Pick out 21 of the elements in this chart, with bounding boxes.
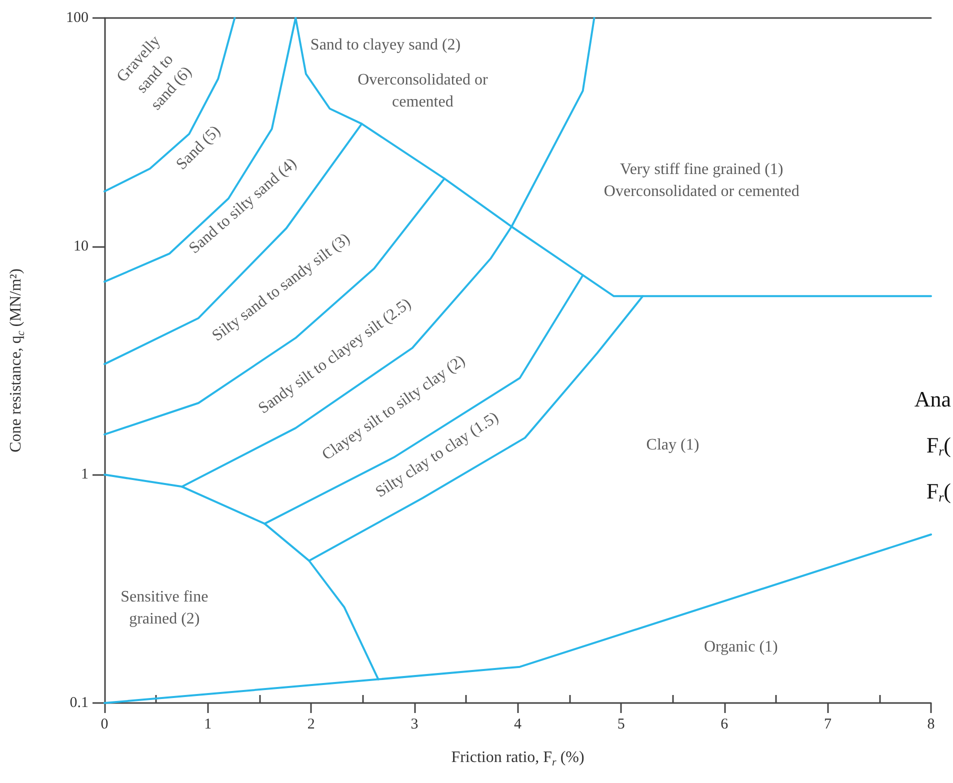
annotation: Ana bbox=[914, 386, 952, 412]
annotation: Overconsolidated or cemented bbox=[358, 71, 488, 110]
x-tick-label: 5 bbox=[617, 716, 625, 732]
x-tick-label: 2 bbox=[307, 716, 315, 732]
y-tick-label: 0.1 bbox=[70, 695, 88, 711]
y-tick-label: 100 bbox=[66, 10, 88, 26]
x-tick-label: 7 bbox=[824, 716, 832, 732]
annotation: Organic (1) bbox=[704, 638, 778, 656]
x-tick-label: 3 bbox=[410, 716, 418, 732]
annotation: Sensitive fine grained (2) bbox=[120, 588, 208, 628]
x-tick-label: 4 bbox=[514, 716, 522, 732]
x-tick-label: 8 bbox=[927, 716, 935, 732]
x-tick-label: 0 bbox=[100, 716, 108, 732]
y-tick-label: 1 bbox=[81, 466, 88, 483]
y-axis-title: Cone resistance, qc (MN/m²) bbox=[8, 268, 27, 452]
y-tick-label: 10 bbox=[74, 238, 88, 254]
annotation: Clay (1) bbox=[646, 436, 700, 454]
x-tick-label: 1 bbox=[204, 716, 212, 732]
x-tick-label: 6 bbox=[720, 716, 729, 732]
annotation: Very stiff fine grained (1) Overconsolidated or cemented bbox=[604, 161, 800, 200]
annotation: Sand to clayey sand (2) bbox=[310, 36, 461, 54]
